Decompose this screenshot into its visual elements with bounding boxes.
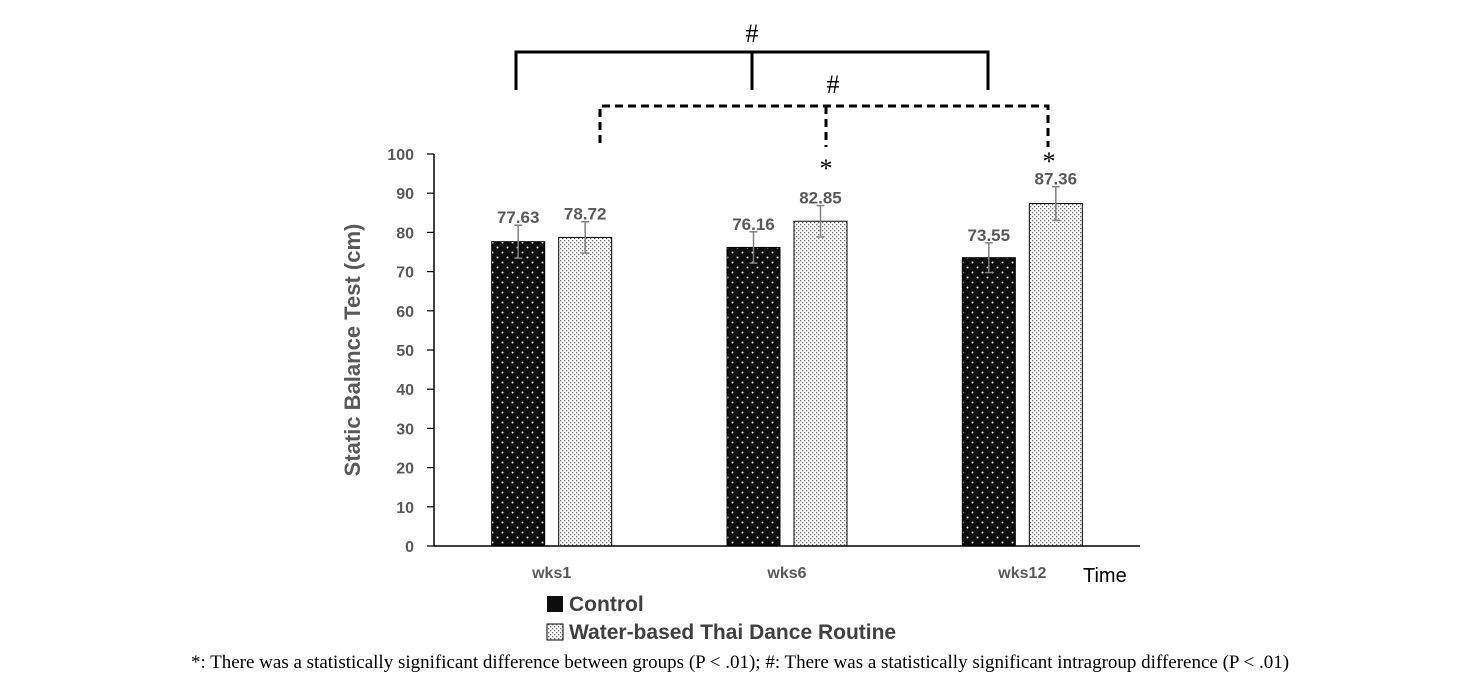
between-groups-mark-wks12: * bbox=[1043, 147, 1056, 176]
legend: Control Water-based Thai Dance Routine bbox=[546, 593, 896, 644]
category-label-wks1: wks1 bbox=[531, 565, 571, 582]
data-label: 73.55 bbox=[968, 226, 1011, 245]
category-label-wks6: wks6 bbox=[766, 565, 806, 582]
intragroup-mark-dance: # bbox=[827, 70, 840, 99]
bar-dance-wks1 bbox=[558, 236, 613, 547]
data-label: 78.72 bbox=[564, 205, 607, 224]
y-tick-label: 40 bbox=[396, 382, 414, 399]
legend-label-dance: Water-based Thai Dance Routine bbox=[569, 621, 896, 644]
y-tick-label: 60 bbox=[396, 304, 414, 321]
data-label: 87.36 bbox=[1035, 170, 1078, 189]
between-groups-mark-wks6: * bbox=[820, 154, 833, 183]
bar-dance-wks12 bbox=[1028, 203, 1083, 547]
data-label: 82.85 bbox=[799, 189, 842, 208]
significance-brackets: # # * * bbox=[514, 19, 1056, 183]
data-labels: 77.63 78.72 76.16 82.85 73.55 87.36 bbox=[497, 170, 1077, 245]
bar-dance-wks6 bbox=[793, 220, 848, 547]
bars bbox=[491, 203, 1083, 547]
intragroup-bracket-control bbox=[514, 50, 990, 90]
category-label-wks12: wks12 bbox=[997, 565, 1046, 582]
bar-control-wks12 bbox=[961, 257, 1016, 547]
y-tick-label: 10 bbox=[396, 500, 414, 517]
intragroup-bracket-dance bbox=[598, 104, 1050, 147]
y-axis-title: Static Balance Test (cm) bbox=[340, 224, 365, 477]
data-label: 77.63 bbox=[497, 208, 540, 227]
y-axis-ticks: 0 10 20 30 40 50 60 70 80 90 100 bbox=[387, 147, 434, 556]
legend-label-control: Control bbox=[569, 593, 644, 616]
y-tick-label: 90 bbox=[396, 186, 414, 203]
error-bars bbox=[514, 185, 1060, 274]
bar-control-wks1 bbox=[491, 241, 546, 547]
y-tick-label: 100 bbox=[387, 147, 414, 164]
y-tick-label: 30 bbox=[396, 421, 414, 438]
data-label: 76.16 bbox=[732, 215, 775, 234]
y-tick-label: 80 bbox=[396, 225, 414, 242]
intragroup-mark-control: # bbox=[746, 19, 759, 48]
legend-swatch-dance bbox=[546, 623, 564, 641]
y-tick-label: 0 bbox=[405, 539, 414, 556]
y-tick-label: 70 bbox=[396, 265, 414, 282]
category-labels: wks1 wks6 wks12 bbox=[531, 565, 1046, 582]
bar-control-wks6 bbox=[726, 246, 781, 547]
figure-caption: *: There was a statistically significant… bbox=[191, 652, 1289, 673]
legend-swatch-control bbox=[547, 596, 563, 612]
y-tick-label: 50 bbox=[396, 343, 414, 360]
y-tick-label: 20 bbox=[396, 461, 414, 478]
x-axis-title: Time bbox=[1083, 565, 1127, 587]
